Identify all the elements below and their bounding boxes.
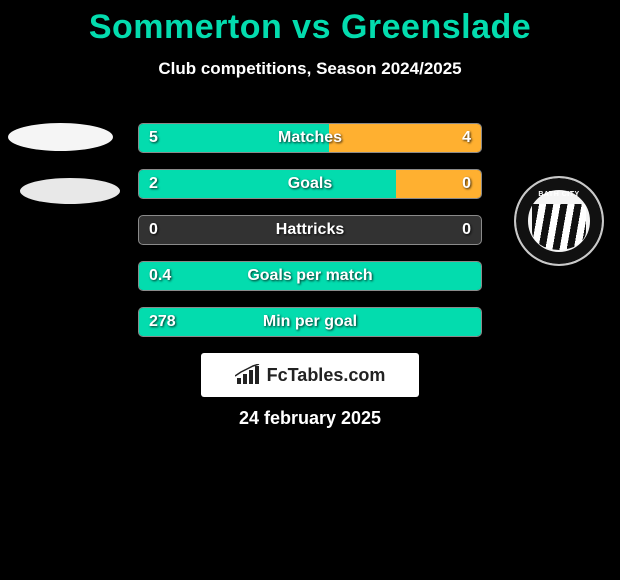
stat-row-matches: 5 Matches 4 — [138, 123, 482, 153]
bar-right-value: 0 — [462, 221, 471, 239]
bar-right-value: 4 — [462, 129, 471, 147]
stat-row-mpg: 278 Min per goal — [138, 307, 482, 337]
brand-box: FcTables.com — [201, 353, 419, 397]
bar-label: Matches — [278, 129, 342, 147]
bar-left-value: 278 — [149, 313, 176, 331]
bar-left-value: 0 — [149, 221, 158, 239]
bar-label: Hattricks — [276, 221, 344, 239]
stat-row-hattricks: 0 Hattricks 0 — [138, 215, 482, 245]
subtitle: Club competitions, Season 2024/2025 — [0, 59, 620, 79]
bar-label: Min per goal — [263, 313, 357, 331]
stat-bars: 5 Matches 4 2 Goals 0 0 Hattricks 0 0.4 … — [138, 123, 482, 353]
player-left-shape-1 — [8, 123, 113, 151]
brand-text: FcTables.com — [267, 365, 386, 386]
bar-label: Goals per match — [247, 267, 372, 285]
bar-left-value: 5 — [149, 129, 158, 147]
brand-chart-icon — [235, 364, 261, 386]
date-text: 24 february 2025 — [0, 408, 620, 429]
badge-ring-text: BATH CITY — [516, 191, 602, 198]
player-left-shape-2 — [20, 178, 120, 204]
stat-row-goals: 2 Goals 0 — [138, 169, 482, 199]
page-title: Sommerton vs Greenslade — [0, 0, 620, 47]
bar-left-value: 0.4 — [149, 267, 171, 285]
bar-right-value: 0 — [462, 175, 471, 193]
bar-left-value: 2 — [149, 175, 158, 193]
club-badge-right: BATH CITY — [516, 178, 602, 264]
bar-label: Goals — [288, 175, 332, 193]
bar-right — [329, 124, 481, 152]
stat-row-gpm: 0.4 Goals per match — [138, 261, 482, 291]
bar-left — [139, 170, 396, 198]
